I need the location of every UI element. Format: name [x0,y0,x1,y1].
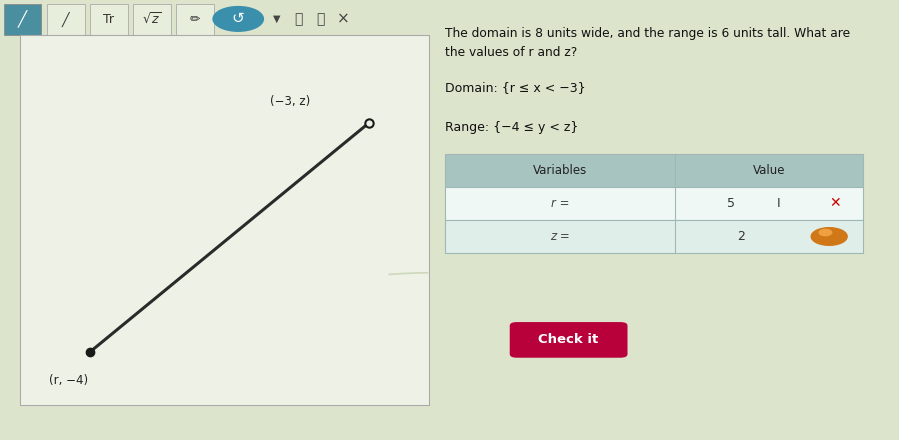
Text: ⌢: ⌢ [294,12,303,26]
Text: 5: 5 [727,197,735,210]
Text: Range: {−4 ≤ y < z}: Range: {−4 ≤ y < z} [445,121,578,134]
Circle shape [811,227,847,245]
Text: (−3, z): (−3, z) [270,95,310,108]
Text: ╱: ╱ [62,12,69,27]
FancyBboxPatch shape [445,187,863,220]
FancyBboxPatch shape [445,154,863,187]
Circle shape [819,229,832,235]
Text: ▼: ▼ [273,14,280,24]
Circle shape [213,7,263,31]
Text: ×: × [337,11,350,26]
Text: r =: r = [551,197,569,210]
Text: The domain is 8 units wide, and the range is 6 units tall. What are: The domain is 8 units wide, and the rang… [445,26,850,40]
Text: Variables: Variables [533,164,587,177]
Text: z =: z = [550,230,570,243]
FancyBboxPatch shape [510,322,628,358]
Text: ↺: ↺ [232,11,245,26]
Text: $\sqrt{z}$: $\sqrt{z}$ [142,12,162,27]
Text: Tr: Tr [103,13,114,26]
Text: ✏: ✏ [190,13,200,26]
Text: ╱: ╱ [18,11,27,28]
Text: 2: 2 [737,230,744,243]
FancyBboxPatch shape [176,4,214,35]
FancyBboxPatch shape [445,220,863,253]
Text: Check it: Check it [539,334,599,346]
Text: ✕: ✕ [829,197,841,210]
FancyBboxPatch shape [133,4,171,35]
FancyBboxPatch shape [20,35,429,405]
Text: I: I [777,197,780,210]
Text: ⌢: ⌢ [316,12,325,26]
FancyBboxPatch shape [90,4,128,35]
FancyBboxPatch shape [47,4,85,35]
Text: (r, −4): (r, −4) [49,374,89,387]
Text: Value: Value [752,164,785,177]
FancyBboxPatch shape [4,4,41,35]
Text: the values of r and z?: the values of r and z? [445,46,577,59]
Text: Domain: {r ≤ x < −3}: Domain: {r ≤ x < −3} [445,81,585,95]
FancyBboxPatch shape [0,0,450,37]
